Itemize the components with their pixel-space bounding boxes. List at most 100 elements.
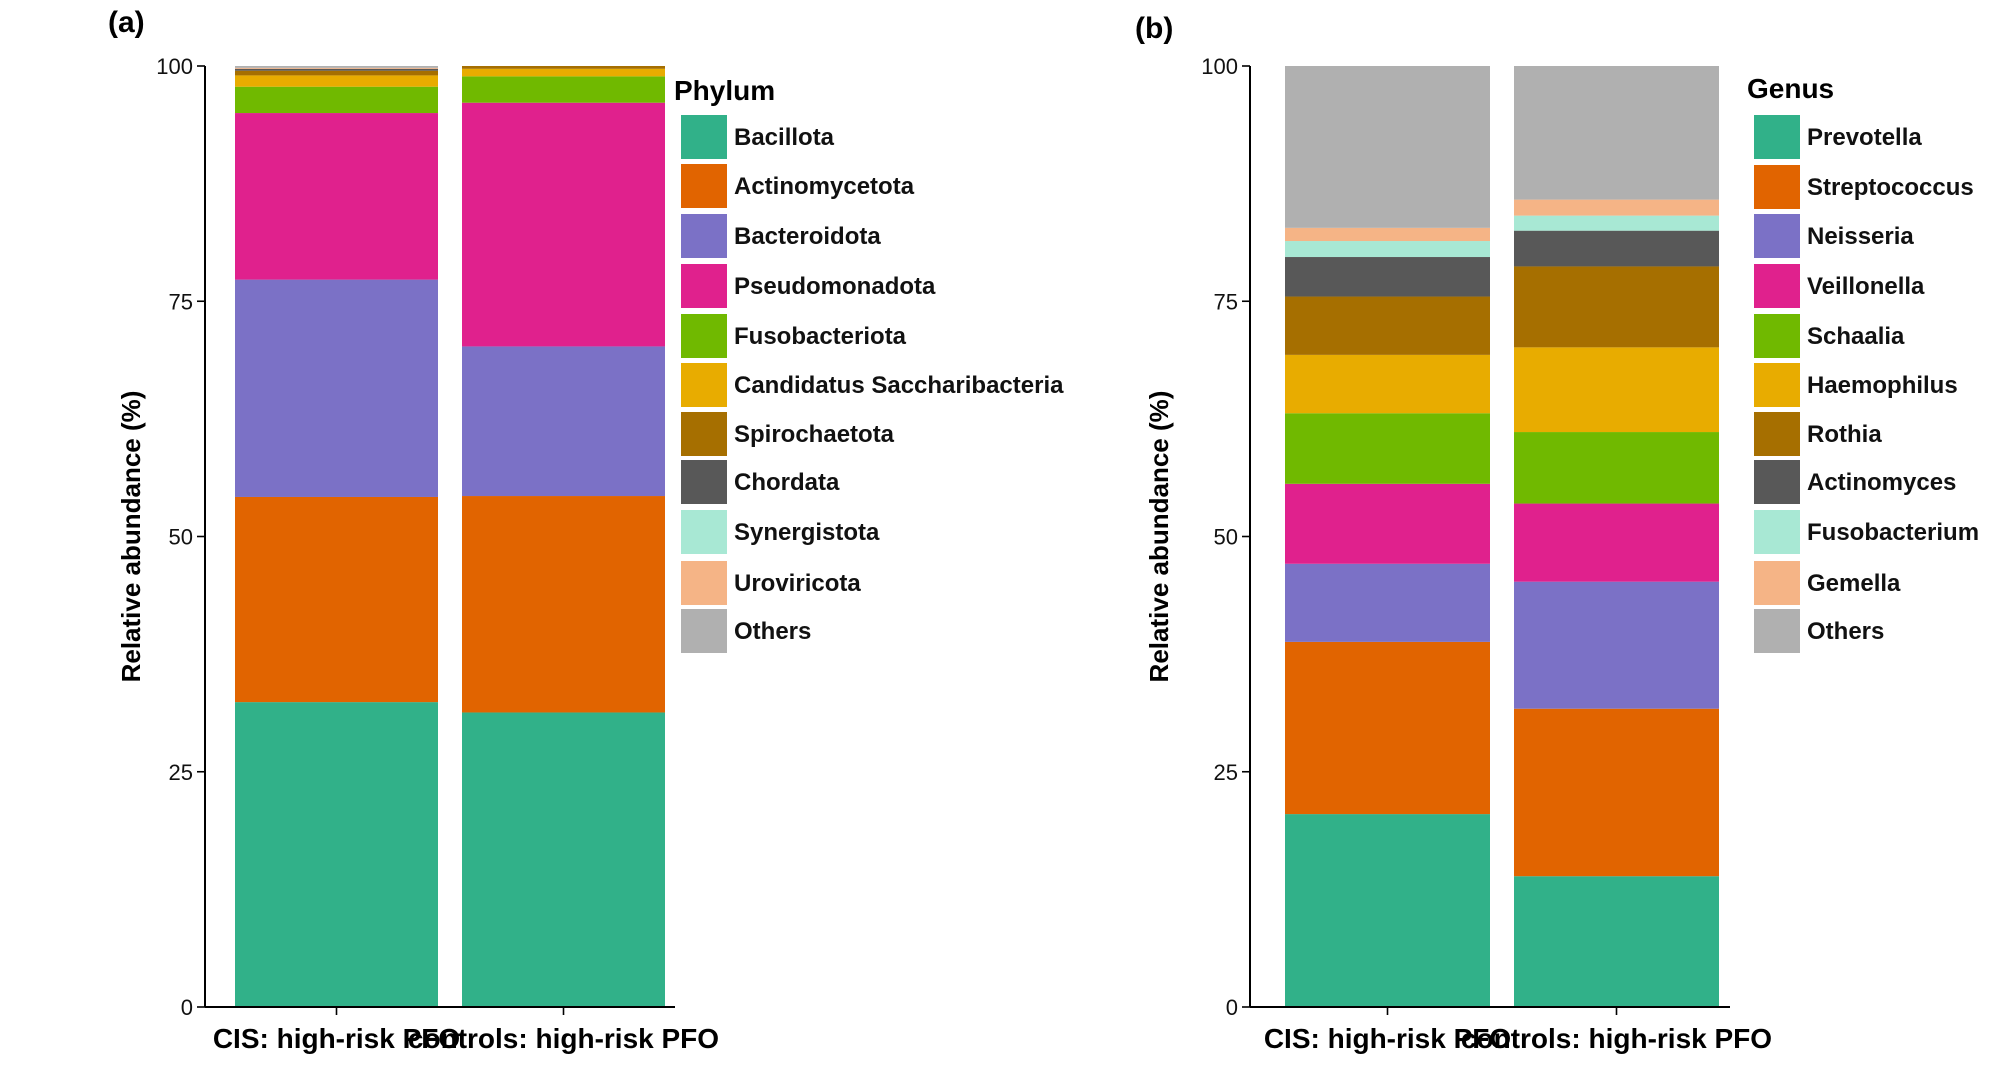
y-tick-label: 100 <box>156 54 193 79</box>
legend-entry: Bacteroidota <box>734 223 881 250</box>
legend-title: Genus <box>1747 73 1834 104</box>
legend-entry: Uroviricota <box>734 570 861 597</box>
legend-swatch <box>1754 214 1800 258</box>
bar-segment-bacteroidota <box>462 346 665 497</box>
y-tick-label: 100 <box>1201 54 1238 79</box>
legend-swatch <box>681 412 727 456</box>
bar-segment-neisseria <box>1514 581 1719 709</box>
legend-swatch <box>1754 412 1800 456</box>
y-tick-label: 75 <box>1214 289 1238 314</box>
legend-entry: Bacillota <box>734 124 835 151</box>
bar-segment-haemophilus <box>1514 347 1719 433</box>
bar-segment-chordata <box>235 68 438 71</box>
legend-entry: Gemella <box>1807 570 1901 597</box>
bar-segment-schaalia <box>1514 432 1719 504</box>
bar-segment-rothia <box>1514 266 1719 348</box>
bar-segment-streptococcus <box>1514 708 1719 877</box>
bar-segment-prevotella <box>1514 876 1719 1007</box>
legend-swatch <box>1754 363 1800 407</box>
legend-swatch <box>681 264 727 308</box>
bar-segment-prevotella <box>1285 814 1490 1007</box>
bar-segment-bacteroidota <box>235 279 438 497</box>
bar-segment-bacillota <box>235 702 438 1007</box>
legend-entry: Pseudomonadota <box>734 273 936 300</box>
x-tick-label: controls: high-risk PFO <box>408 1023 719 1054</box>
y-tick-label: 25 <box>1214 760 1238 785</box>
bar-segment-streptococcus <box>1285 641 1490 815</box>
bar-segment-gemella <box>1285 227 1490 242</box>
legend-entry: Veillonella <box>1807 273 1925 300</box>
y-tick-label: 75 <box>169 289 193 314</box>
legend-swatch <box>1754 264 1800 308</box>
legend-swatch <box>681 510 727 554</box>
bar-segment-schaalia <box>1285 413 1490 484</box>
x-tick-label: CIS: high-risk PFO <box>1264 1023 1511 1054</box>
legend-entry: Neisseria <box>1807 223 1914 250</box>
bar-segment-gemella <box>1514 199 1719 216</box>
legend-title: Phylum <box>674 75 775 106</box>
legend-entry: Others <box>734 618 811 645</box>
legend-entry: Candidatus Saccharibacteria <box>734 372 1064 399</box>
bar-segment-spirochaetota <box>462 66 665 69</box>
legend-entry: Synergistota <box>734 519 880 546</box>
legend-entry: Rothia <box>1807 421 1882 448</box>
bar-segment-actinomyces <box>1285 257 1490 297</box>
legend-entry: Actinomyces <box>1807 469 1956 496</box>
legend-swatch <box>681 115 727 159</box>
bar-segment-fusobacterium <box>1285 241 1490 258</box>
legend-swatch <box>1754 510 1800 554</box>
bar-segment-fusobacteriota <box>462 76 665 103</box>
legend-swatch <box>1754 561 1800 605</box>
bar-segment-actinomyces <box>1514 230 1719 267</box>
y-tick-label: 0 <box>1226 995 1238 1020</box>
bar-segment-fusobacterium <box>1514 215 1719 231</box>
panel-label: (b) <box>1135 12 1173 45</box>
y-tick-label: 50 <box>1214 525 1238 550</box>
legend-entry: Actinomycetota <box>734 173 915 200</box>
panel-label: (a) <box>108 6 145 39</box>
legend-entry: Spirochaetota <box>734 421 895 448</box>
legend-swatch <box>681 164 727 208</box>
bar-segment-others <box>235 66 438 68</box>
x-tick-label: CIS: high-risk PFO <box>213 1023 460 1054</box>
legend-swatch <box>681 561 727 605</box>
legend-entry: Fusobacterium <box>1807 519 1979 546</box>
legend-entry: Schaalia <box>1807 323 1905 350</box>
y-axis-label: Relative abundance (%) <box>1144 391 1174 683</box>
bar-segment-candidatus-saccharibacteria <box>235 75 438 87</box>
legend-swatch <box>1754 115 1800 159</box>
bar-segment-spirochaetota <box>235 70 438 76</box>
legend-swatch <box>681 214 727 258</box>
bar-segment-veillonella <box>1285 483 1490 564</box>
bar-segment-veillonella <box>1514 503 1719 582</box>
bar-segment-haemophilus <box>1285 354 1490 414</box>
legend-entry: Prevotella <box>1807 124 1922 151</box>
legend-swatch <box>681 460 727 504</box>
legend-swatch <box>1754 165 1800 209</box>
bar-segment-fusobacteriota <box>235 86 438 114</box>
x-tick-label: controls: high-risk PFO <box>1461 1023 1772 1054</box>
legend-swatch <box>681 363 727 407</box>
bar-segment-actinomycetota <box>235 496 438 703</box>
legend-swatch <box>681 609 727 653</box>
bar-segment-others <box>1514 66 1719 200</box>
bar-segment-rothia <box>1285 296 1490 355</box>
bar-segment-actinomycetota <box>462 496 665 713</box>
bar-segment-bacillota <box>462 712 665 1007</box>
y-tick-label: 0 <box>181 995 193 1020</box>
legend-entry: Haemophilus <box>1807 372 1958 399</box>
bar-segment-others <box>1285 66 1490 228</box>
legend-entry: Streptococcus <box>1807 174 1974 201</box>
legend-swatch <box>1754 609 1800 653</box>
legend-entry: Others <box>1807 618 1884 645</box>
legend-swatch <box>1754 460 1800 504</box>
bar-segment-pseudomonadota <box>462 102 665 347</box>
bar-segment-pseudomonadota <box>235 113 438 280</box>
y-axis-label: Relative abundance (%) <box>116 391 146 683</box>
legend-swatch <box>1754 314 1800 358</box>
bar-segment-uroviricota <box>235 67 438 69</box>
bar-segment-neisseria <box>1285 563 1490 642</box>
bar-segment-candidatus-saccharibacteria <box>462 68 665 77</box>
legend-entry: Fusobacteriota <box>734 323 907 350</box>
